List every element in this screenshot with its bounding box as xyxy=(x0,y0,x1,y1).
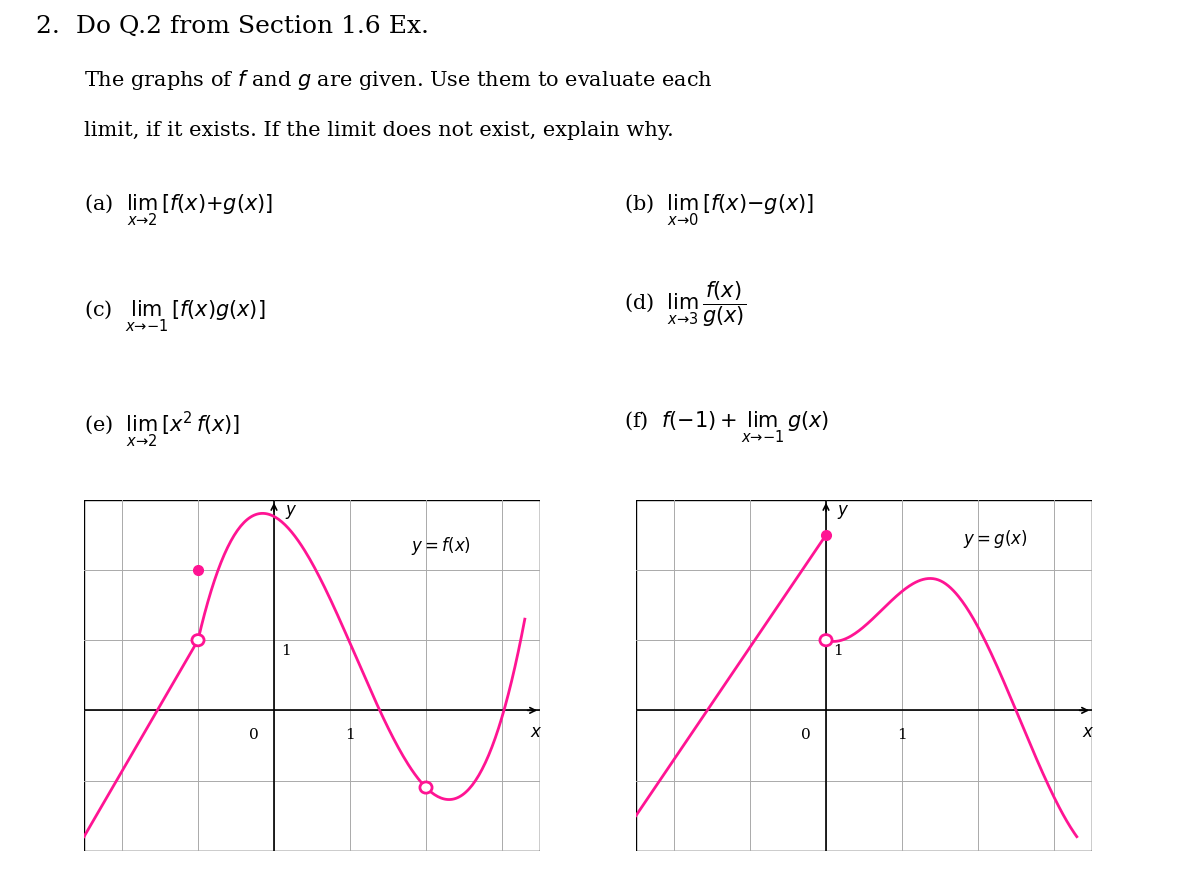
Text: limit, if it exists. If the limit does not exist, explain why.: limit, if it exists. If the limit does n… xyxy=(84,120,673,139)
Text: 2.  Do Q.2 from Section 1.6 Ex.: 2. Do Q.2 from Section 1.6 Ex. xyxy=(36,14,430,38)
Text: 1: 1 xyxy=(282,644,292,658)
Text: 1: 1 xyxy=(834,644,844,658)
Text: The graphs of $f$ and $g$ are given. Use them to evaluate each: The graphs of $f$ and $g$ are given. Use… xyxy=(84,68,713,91)
Circle shape xyxy=(820,635,832,645)
Text: 1: 1 xyxy=(346,728,355,742)
Text: $y$: $y$ xyxy=(838,503,850,522)
Text: (a)  $\lim_{x\to2}\,[f(x) + g(x)]$: (a) $\lim_{x\to2}\,[f(x) + g(x)]$ xyxy=(84,193,274,228)
Circle shape xyxy=(420,782,432,793)
Text: 1: 1 xyxy=(898,728,907,742)
Text: (b)  $\lim_{x\to0}\,[f(x) - g(x)]$: (b) $\lim_{x\to0}\,[f(x) - g(x)]$ xyxy=(624,193,814,228)
Text: 0: 0 xyxy=(802,728,811,742)
Text: (f)  $f(-1) + \lim_{x\to-1}\, g(x)$: (f) $f(-1) + \lim_{x\to-1}\, g(x)$ xyxy=(624,410,829,446)
Circle shape xyxy=(192,635,204,645)
Text: (d)  $\lim_{x\to3}\,\dfrac{f(x)}{g(x)}$: (d) $\lim_{x\to3}\,\dfrac{f(x)}{g(x)}$ xyxy=(624,280,746,329)
Text: $y = g(x)$: $y = g(x)$ xyxy=(962,528,1027,550)
Text: $x$: $x$ xyxy=(530,724,542,741)
Text: 0: 0 xyxy=(250,728,259,742)
Text: (e)  $\lim_{x\to2}\,[x^2 f(x)]$: (e) $\lim_{x\to2}\,[x^2 f(x)]$ xyxy=(84,410,240,450)
Text: $y = f(x)$: $y = f(x)$ xyxy=(410,535,470,557)
Text: (c)  $\lim_{x\to-1}\,[f(x)g(x)]$: (c) $\lim_{x\to-1}\,[f(x)g(x)]$ xyxy=(84,299,265,334)
Text: $y$: $y$ xyxy=(286,503,298,522)
Text: $x$: $x$ xyxy=(1082,724,1094,741)
